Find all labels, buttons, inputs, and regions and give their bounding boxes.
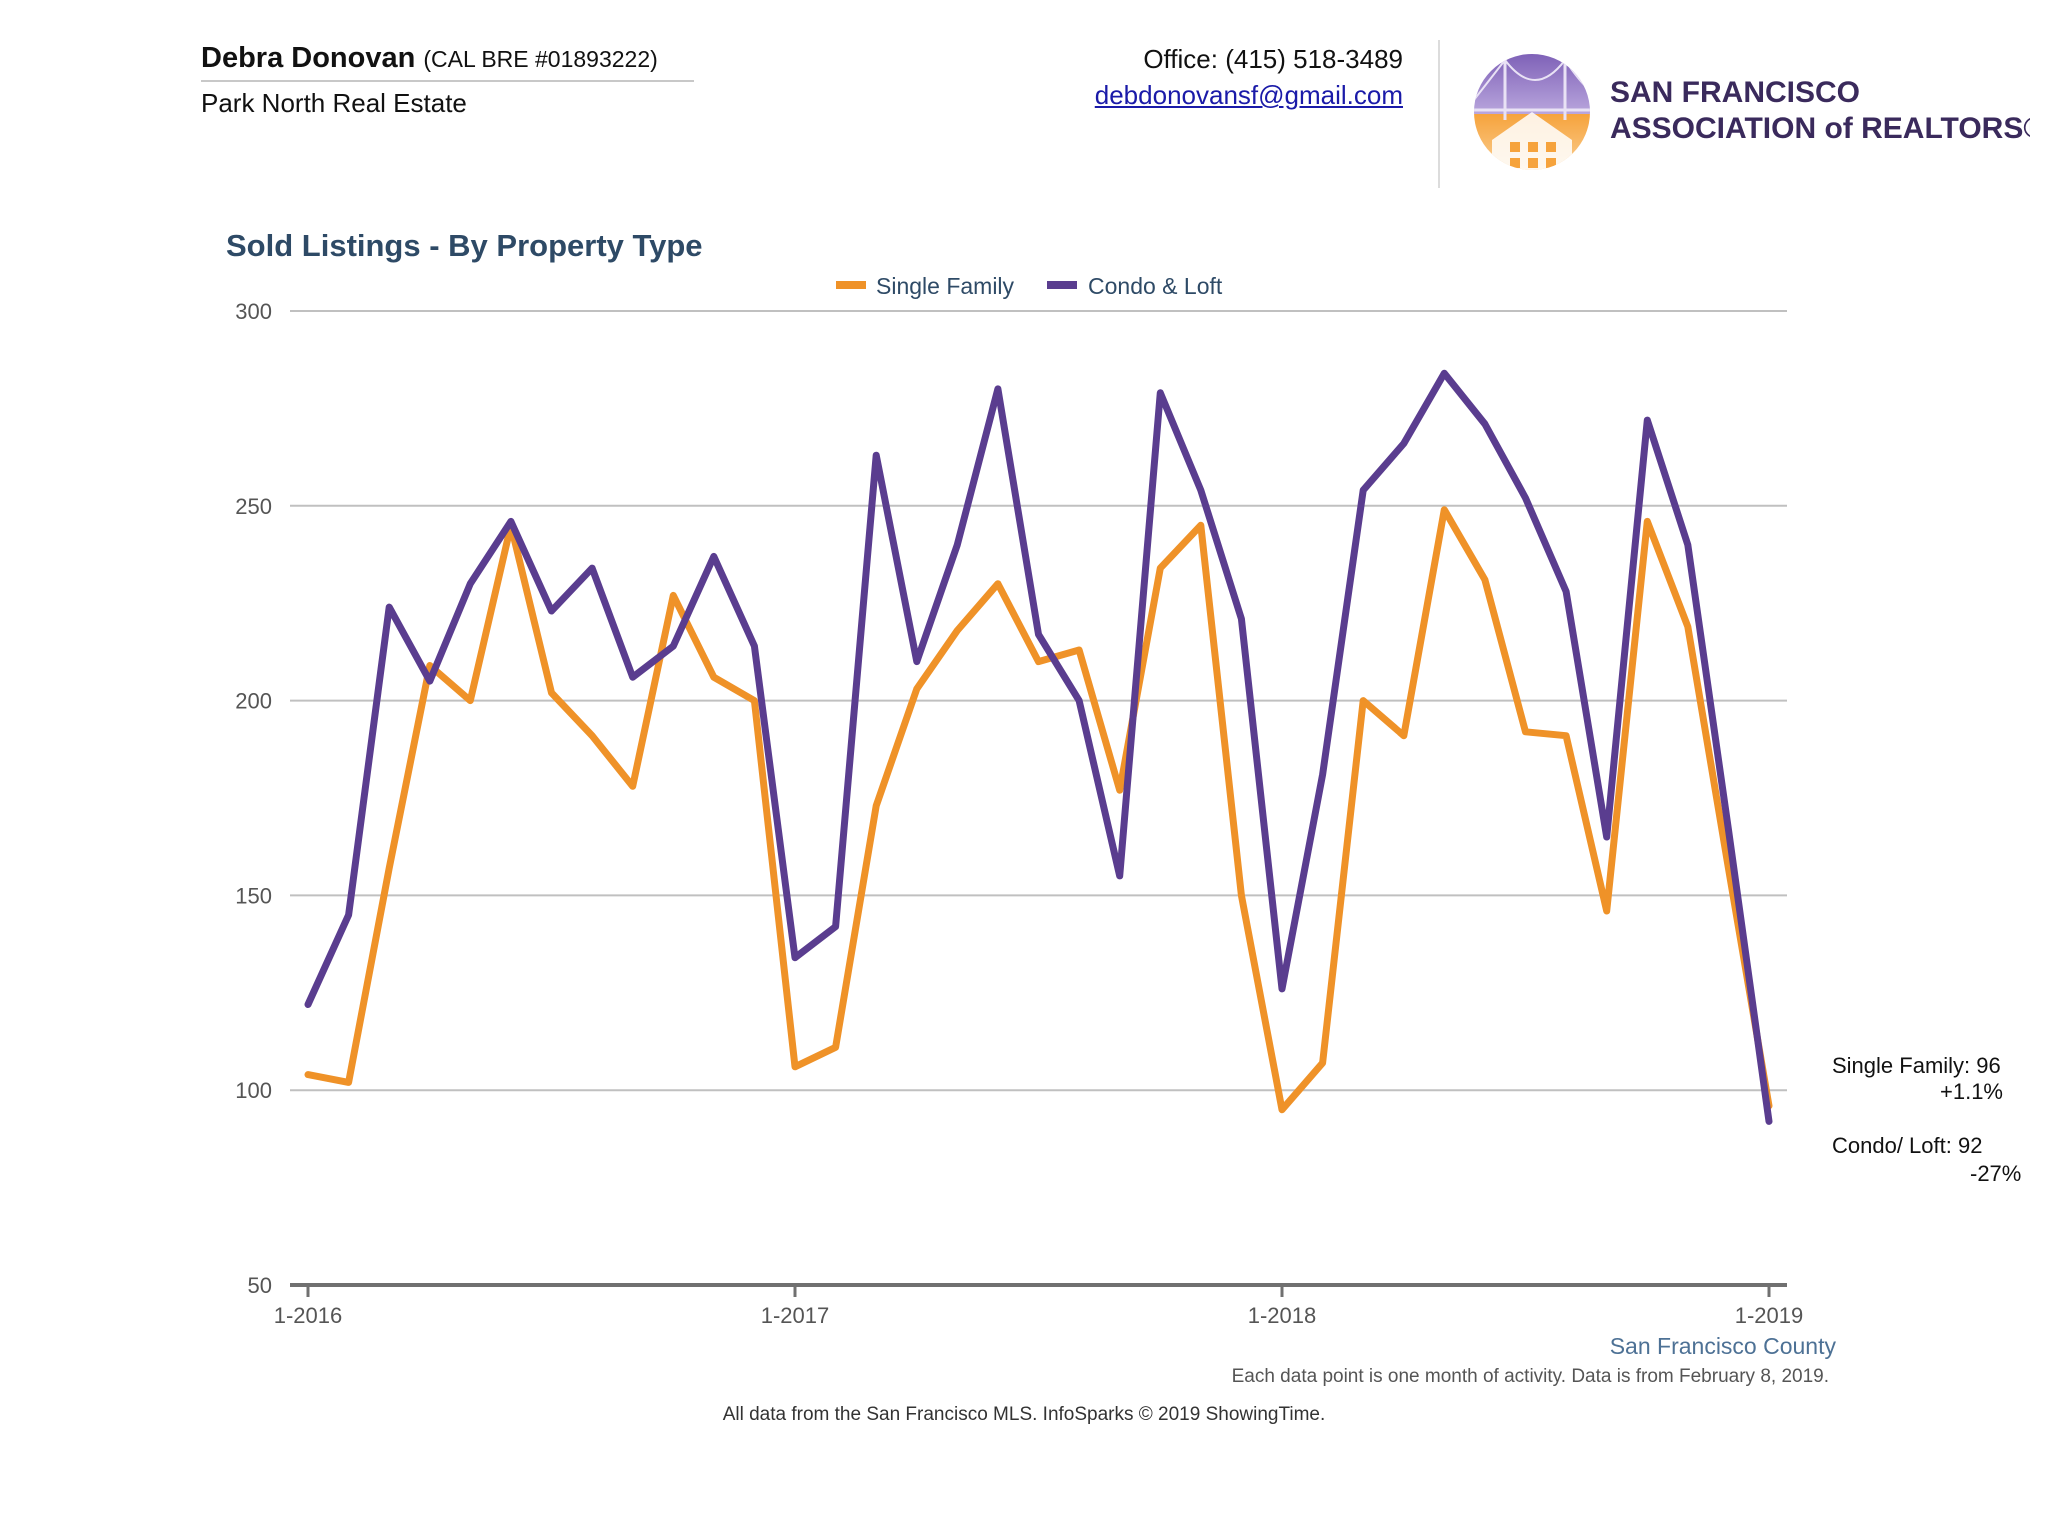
y-tick-label: 300: [235, 299, 272, 324]
axis-layer: 50 100 150 200 250 300 1-2016 1-2017 1-2018 1-201…: [235, 299, 1803, 1328]
single-family-end-label: Single Family: 96: [1832, 1053, 2001, 1078]
condo-end-label: Condo/ Loft: 92: [1832, 1133, 1983, 1158]
series-layer: [304, 369, 1773, 1125]
single-family-end-change: +1.1%: [1940, 1079, 2003, 1104]
x-tick-label: 1-2018: [1248, 1303, 1317, 1328]
agent-underline: [201, 80, 694, 82]
series-line-condo-loft: [304, 369, 1773, 1125]
logo-line1: SAN FRANCISCO: [1610, 76, 1860, 109]
header-divider: [1438, 40, 1440, 188]
legend-swatch-single-family: [836, 281, 866, 289]
y-tick-label: 50: [248, 1273, 272, 1298]
brokerage-name: Park North Real Estate: [201, 88, 467, 118]
legend-label-single-family: Single Family: [876, 273, 1015, 299]
agent-name-text: Debra Donovan: [201, 42, 416, 74]
data-footnote: Each data point is one month of activity…: [1231, 1366, 1829, 1387]
email-link[interactable]: debdonovansf@gmail.com: [1094, 80, 1403, 110]
chart-title: Sold Listings - By Property Type: [226, 228, 703, 263]
x-tick-label: 1-2017: [761, 1303, 830, 1328]
county-label: San Francisco County: [1609, 1333, 1836, 1359]
sfar-logo: SAN FRANCISCO ASSOCIATION of REALTORS®: [1474, 54, 2030, 170]
x-tick-label: 1-2019: [1735, 1303, 1804, 1328]
series-line-single-family: [304, 506, 1773, 1114]
source-credit: All data from the San Francisco MLS. Inf…: [722, 1404, 1326, 1425]
logo-line2: ASSOCIATION of REALTORS®: [1610, 112, 2030, 145]
legend-swatch-condo-loft: [1047, 281, 1077, 289]
condo-end-change: -27%: [1970, 1161, 2022, 1186]
agent-name: Debra Donovan (CAL BRE #01893222): [201, 42, 658, 75]
y-tick-label: 250: [235, 494, 272, 519]
grid-layer: [290, 310, 1787, 1092]
legend: Single Family Condo & Loft: [836, 273, 1223, 299]
legend-label-condo-loft: Condo & Loft: [1088, 273, 1223, 299]
office-phone: Office: (415) 518-3489: [1143, 44, 1403, 74]
y-tick-label: 100: [235, 1078, 272, 1103]
agent-license: (CAL BRE #01893222): [423, 46, 658, 72]
y-tick-label: 150: [235, 883, 272, 908]
x-tick-label: 1-2016: [274, 1303, 343, 1328]
y-tick-label: 200: [235, 689, 272, 714]
